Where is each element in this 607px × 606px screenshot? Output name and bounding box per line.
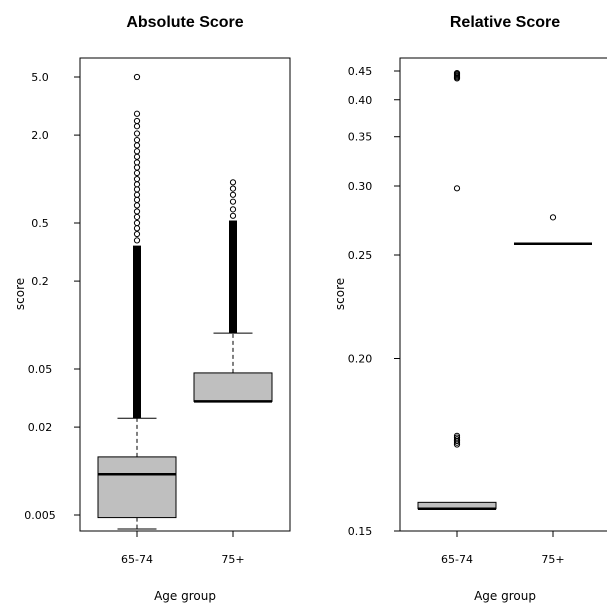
outlier-point bbox=[133, 136, 141, 144]
outlier-point bbox=[133, 110, 141, 117]
x-tick-label: 75+ bbox=[541, 553, 564, 566]
outlier-point bbox=[133, 169, 141, 177]
outlier-point bbox=[133, 202, 141, 209]
plot-frame bbox=[399, 57, 607, 532]
outlier-point bbox=[229, 206, 237, 213]
y-tick-label: 0.25 bbox=[348, 249, 373, 262]
plot-frame bbox=[79, 57, 291, 532]
outlier-point bbox=[133, 175, 141, 183]
y-tick-label: 0.40 bbox=[348, 94, 373, 107]
outlier-point bbox=[229, 191, 237, 198]
outlier-point bbox=[133, 225, 141, 232]
box bbox=[97, 456, 177, 519]
x-axis-label: Age group bbox=[154, 589, 216, 603]
x-axis-label: Age group bbox=[474, 589, 536, 603]
outlier-point bbox=[229, 179, 237, 186]
y-tick-label: 0.35 bbox=[348, 131, 373, 144]
outlier-point bbox=[453, 69, 461, 77]
outlier-point bbox=[229, 212, 237, 219]
outlier-point bbox=[133, 123, 141, 130]
chart-title: Absolute Score bbox=[126, 14, 243, 31]
y-tick-label: 0.005 bbox=[24, 509, 56, 522]
outlier-point bbox=[133, 191, 141, 198]
y-tick-label: 0.20 bbox=[348, 353, 373, 366]
boxplot-65-74 bbox=[417, 69, 497, 510]
box bbox=[193, 372, 273, 402]
y-tick-label: 2.0 bbox=[31, 129, 49, 142]
outlier-point bbox=[133, 196, 141, 203]
y-tick-label: 0.45 bbox=[348, 65, 373, 78]
x-tick-label: 65-74 bbox=[441, 553, 473, 566]
y-tick-label: 0.2 bbox=[31, 275, 49, 288]
outlier-point bbox=[453, 436, 461, 443]
outlier-point bbox=[453, 185, 461, 192]
outlier-point bbox=[133, 164, 141, 171]
y-tick-label: 0.05 bbox=[28, 363, 53, 376]
outlier-point bbox=[133, 186, 141, 193]
y-tick-label: 0.02 bbox=[28, 421, 53, 434]
outlier-point bbox=[133, 219, 141, 227]
y-tick-label: 5.0 bbox=[31, 71, 49, 84]
y-axis-label: score bbox=[13, 278, 27, 310]
boxplot-75+ bbox=[193, 179, 273, 403]
x-tick-label: 65-74 bbox=[121, 553, 153, 566]
outlier-point bbox=[133, 117, 141, 125]
outlier-point bbox=[133, 142, 141, 149]
relative-score-panel: Relative Score score Age group 0.45 0.40 0… bbox=[333, 14, 607, 603]
x-tick-label: 75+ bbox=[221, 553, 244, 566]
chart-title: Relative Score bbox=[450, 14, 560, 31]
outlier-band bbox=[229, 220, 237, 334]
y-tick-label: 0.5 bbox=[31, 217, 49, 230]
boxplot-75+ bbox=[514, 214, 592, 245]
outlier-point bbox=[229, 198, 237, 205]
outlier-point bbox=[453, 434, 461, 441]
outlier-point bbox=[133, 153, 141, 160]
outlier-point bbox=[133, 181, 141, 188]
outlier-point bbox=[133, 159, 141, 166]
outlier-point bbox=[133, 208, 141, 215]
outlier-point bbox=[133, 237, 141, 244]
outlier-band bbox=[133, 245, 141, 419]
outlier-point bbox=[133, 73, 141, 81]
outlier-point bbox=[133, 148, 141, 155]
y-tick-label: 0.15 bbox=[348, 525, 373, 538]
boxplot-65-74 bbox=[97, 73, 177, 530]
outlier-point bbox=[133, 130, 141, 137]
y-axis-label: score bbox=[333, 278, 347, 310]
outlier-point bbox=[133, 213, 141, 221]
outlier-point bbox=[453, 432, 461, 439]
outlier-point bbox=[549, 214, 557, 221]
outlier-point bbox=[229, 185, 237, 192]
outlier-point bbox=[133, 230, 141, 238]
y-tick-label: 0.30 bbox=[348, 180, 373, 193]
absolute-score-panel: Absolute Score score Age group 5.0 2.0 0.5… bbox=[13, 14, 291, 603]
